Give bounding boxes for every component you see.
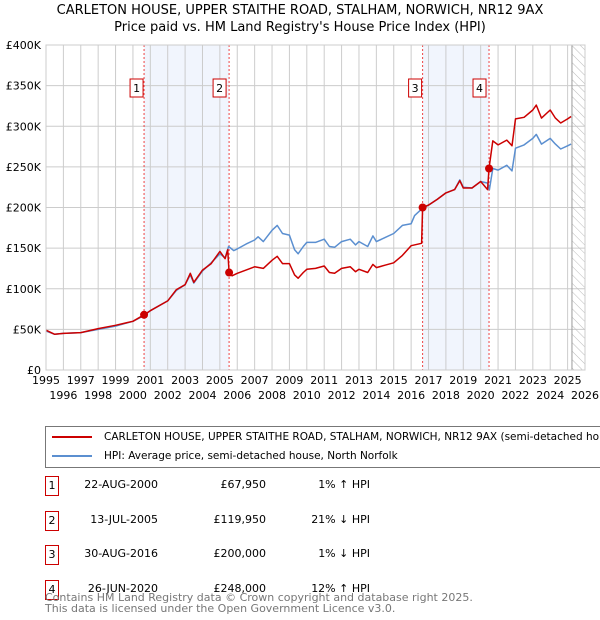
x-tick-label: 2026 [571, 389, 599, 402]
transaction-hpi-diff: 1% ↓ HPI [318, 547, 370, 560]
y-tick-label: £250K [6, 161, 42, 174]
price-chart: 1995 1996 1997 1998 1999 2000 2001 2002 2003 2004… [6, 39, 599, 402]
x-tick-label: 2022 [501, 389, 529, 402]
sale-label-box: 1 [129, 78, 144, 98]
x-tick-label: 1995 [32, 374, 60, 387]
chart-subtitle: Price paid vs. HM Land Registry's House … [114, 20, 486, 35]
x-tick-label: 2008 [258, 389, 286, 402]
x-tick-label: 2020 [467, 389, 495, 402]
y-tick-label: £150K [6, 242, 42, 255]
transaction-number-badge: 2 [45, 510, 59, 531]
x-tick-label: 2006 [223, 389, 251, 402]
sale-label-border [129, 78, 144, 98]
transaction-price: £200,000 [213, 547, 267, 560]
x-tick-label: 2003 [171, 374, 199, 387]
x-tick-label: 2024 [536, 389, 564, 402]
x-tick-label: 2001 [136, 374, 164, 387]
blue-line-swatch [52, 455, 92, 457]
transaction-price: £119,950 [213, 512, 267, 526]
footer: Contains HM Land Registry data © Crown c… [45, 592, 473, 614]
x-tick-label: 2004 [188, 389, 216, 402]
x-tick-label: 2021 [484, 374, 512, 387]
x-tick-label: 2016 [397, 389, 425, 402]
red-line-swatch [52, 436, 92, 438]
x-tick-label: 2017 [415, 374, 443, 387]
transaction-number-badge: 4 [45, 579, 59, 600]
y-tick-label: £0 [27, 364, 41, 377]
sale-label-number: 3 [412, 82, 419, 95]
x-tick-label: 1996 [49, 389, 77, 402]
future-hatch [571, 45, 585, 370]
transaction-hpi-diff: 21% ↓ HPI [311, 512, 370, 526]
sale-point [418, 203, 427, 212]
y-tick-label: £50K [13, 323, 42, 336]
x-tick-label: 2025 [554, 374, 582, 387]
x-tick-label: 2007 [241, 374, 269, 387]
sale-label-box: 4 [472, 78, 487, 98]
legend-label-property: CARLETON HOUSE, UPPER STAITHE ROAD, STAL… [104, 431, 600, 443]
x-tick-label: 2013 [345, 374, 373, 387]
transaction-price: £67,950 [220, 478, 267, 491]
sale-point [140, 310, 149, 319]
x-tick-label: 2018 [432, 389, 460, 402]
chart-title: CARLETON HOUSE, UPPER STAITHE ROAD, STAL… [56, 3, 544, 18]
transaction-date: 30-AUG-2016 [84, 547, 158, 560]
x-tick-label: 2019 [449, 374, 477, 387]
transaction-number-badge: 3 [45, 545, 59, 565]
x-tick-label: 2005 [206, 374, 234, 387]
y-tick-label: £350K [6, 80, 42, 93]
x-tick-label: 2009 [275, 374, 303, 387]
transaction-hpi-diff: 12% ↑ HPI [311, 581, 370, 595]
sale-label-box: 3 [408, 78, 423, 98]
sale-label-box: 2 [212, 78, 227, 98]
sale-point [225, 268, 234, 277]
footer-copyright: Contains HM Land Registry data © Crown c… [45, 591, 473, 604]
sale-label-border [212, 78, 227, 98]
y-tick-label: £400K [6, 39, 42, 52]
x-tick-label: 1999 [102, 374, 130, 387]
x-tick-label: 2000 [119, 389, 147, 402]
sale-point [485, 164, 494, 173]
transaction-price: £248,000 [213, 581, 267, 595]
sale-label-number: 2 [216, 82, 223, 95]
x-tick-label: 1997 [67, 374, 95, 387]
x-tick-label: 1998 [84, 389, 112, 402]
legend-item-property: CARLETON HOUSE, UPPER STAITHE ROAD, STAL… [52, 429, 600, 445]
x-tick-label: 2012 [328, 389, 356, 402]
sale-label-number: 1 [133, 82, 140, 95]
x-tick-label: 2002 [154, 389, 182, 402]
footer-licence: This data is licensed under the Open Gov… [45, 602, 396, 615]
x-tick-label: 2014 [362, 389, 390, 402]
sale-label-border [472, 78, 487, 98]
x-tick-label: 2023 [519, 374, 547, 387]
sale-label-border [408, 78, 423, 98]
sale-label-number: 4 [476, 82, 483, 95]
y-tick-label: £100K [6, 283, 42, 296]
transaction-date: 13-JUL-2005 [90, 512, 158, 526]
x-tick-label: 2010 [293, 389, 321, 402]
legend: CARLETON HOUSE, UPPER STAITHE ROAD, STAL… [45, 426, 600, 468]
legend-item-hpi: HPI: Average price, semi-detached house,… [52, 448, 398, 464]
x-tick-label: 2015 [380, 374, 408, 387]
transaction-date: 26-JUN-2020 [87, 581, 158, 595]
y-tick-label: £200K [6, 202, 42, 215]
plot-border [45, 44, 586, 371]
y-tick-label: £300K [6, 120, 42, 133]
property-series-line [45, 104, 572, 336]
hpi-series-line [45, 133, 572, 336]
x-tick-label: 2011 [310, 374, 338, 387]
transaction-number-badge: 1 [45, 476, 59, 496]
legend-label-hpi: HPI: Average price, semi-detached house,… [104, 450, 398, 462]
transaction-date: 22-AUG-2000 [84, 478, 158, 491]
transaction-hpi-diff: 1% ↑ HPI [318, 478, 370, 491]
